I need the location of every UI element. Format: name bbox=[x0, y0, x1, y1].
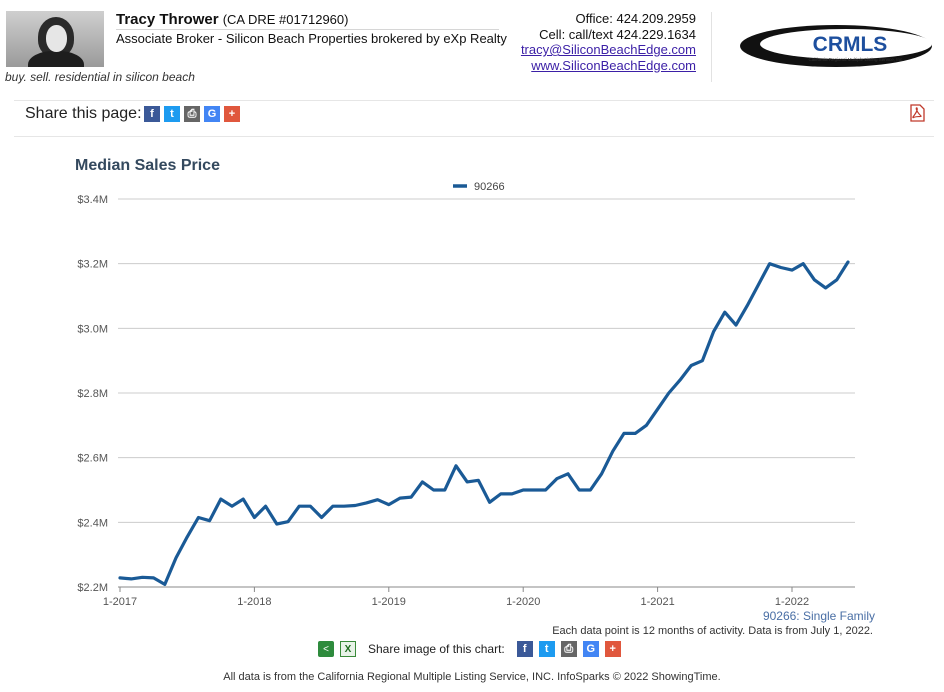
chart-title: Median Sales Price bbox=[75, 157, 220, 174]
website-link[interactable]: www.SiliconBeachEdge.com bbox=[531, 57, 696, 73]
pdf-icon[interactable] bbox=[909, 104, 925, 122]
x-tick-label: 1-2020 bbox=[506, 596, 540, 608]
share-page-label: Share this page: bbox=[25, 105, 142, 122]
contact-block: Office: 424.209.2959 Cell: call/text 424… bbox=[521, 11, 696, 73]
series-note: 90266: Single Family bbox=[762, 609, 875, 623]
agent-name: Tracy Thrower bbox=[116, 11, 219, 28]
y-tick-label: $3.2M bbox=[77, 259, 108, 271]
google-icon[interactable]: G bbox=[204, 106, 220, 122]
agent-tagline: buy. sell. residential in silicon beach bbox=[5, 70, 195, 84]
facebook-icon[interactable]: f bbox=[516, 641, 533, 657]
footer-text: All data is from the California Regional… bbox=[223, 671, 721, 683]
agent-license: (CA DRE #01712960) bbox=[222, 12, 349, 27]
share-bar-top-border bbox=[14, 100, 934, 101]
crmls-logo-text: CRMLS bbox=[813, 33, 888, 56]
y-tick-label: $2.4M bbox=[77, 517, 108, 529]
y-tick-label: $2.2M bbox=[77, 582, 108, 594]
cell-phone: Cell: call/text 424.229.1634 bbox=[539, 26, 696, 42]
x-tick-label: 1-2017 bbox=[103, 596, 137, 608]
header-divider bbox=[116, 29, 499, 30]
share-image-row: < X Share image of this chart: f t ⎙ G + bbox=[318, 641, 621, 657]
share-bar-bottom-border bbox=[14, 136, 934, 137]
x-tick-label: 1-2021 bbox=[640, 596, 674, 608]
x-tick-label: 1-2019 bbox=[372, 596, 406, 608]
x-tick-label: 1-2022 bbox=[775, 596, 809, 608]
plus-icon[interactable]: + bbox=[604, 641, 621, 657]
print-icon[interactable]: ⎙ bbox=[560, 641, 577, 657]
share-page-icons: f t ⎙ G + bbox=[144, 106, 240, 122]
y-tick-label: $3.4M bbox=[77, 194, 108, 206]
twitter-icon[interactable]: t bbox=[538, 641, 555, 657]
plus-icon[interactable]: + bbox=[224, 106, 240, 122]
facebook-icon[interactable]: f bbox=[144, 106, 160, 122]
agent-name-line: Tracy Thrower (CA DRE #01712960) bbox=[116, 11, 348, 28]
header-vertical-divider bbox=[711, 12, 712, 82]
office-phone: Office: 424.209.2959 bbox=[575, 11, 696, 26]
y-tick-label: $2.8M bbox=[77, 388, 108, 400]
y-tick-label: $3.0M bbox=[77, 323, 108, 335]
y-tick-label: $2.6M bbox=[77, 453, 108, 465]
share-image-label: Share image of this chart: bbox=[368, 642, 505, 656]
x-tick-label: 1-2018 bbox=[237, 596, 271, 608]
agent-title: Associate Broker - Silicon Beach Propert… bbox=[116, 31, 507, 46]
crmls-logo-subtext: California Regional Multiple Listing Ser… bbox=[808, 57, 903, 62]
agent-photo bbox=[6, 11, 104, 67]
email-link[interactable]: tracy@SiliconBeachEdge.com bbox=[520, 42, 696, 57]
google-icon[interactable]: G bbox=[582, 641, 599, 657]
legend-label: 90266 bbox=[474, 181, 505, 193]
share-page-row: Share this page: bbox=[25, 105, 142, 123]
print-icon[interactable]: ⎙ bbox=[184, 106, 200, 122]
share-icon[interactable]: < bbox=[318, 641, 334, 657]
crmls-logo: CRMLS California Regional Multiple Listi… bbox=[740, 25, 932, 67]
twitter-icon[interactable]: t bbox=[164, 106, 180, 122]
excel-icon[interactable]: X bbox=[340, 641, 356, 657]
data-note: Each data point is 12 months of activity… bbox=[552, 625, 873, 637]
series-line-90266 bbox=[118, 260, 850, 587]
